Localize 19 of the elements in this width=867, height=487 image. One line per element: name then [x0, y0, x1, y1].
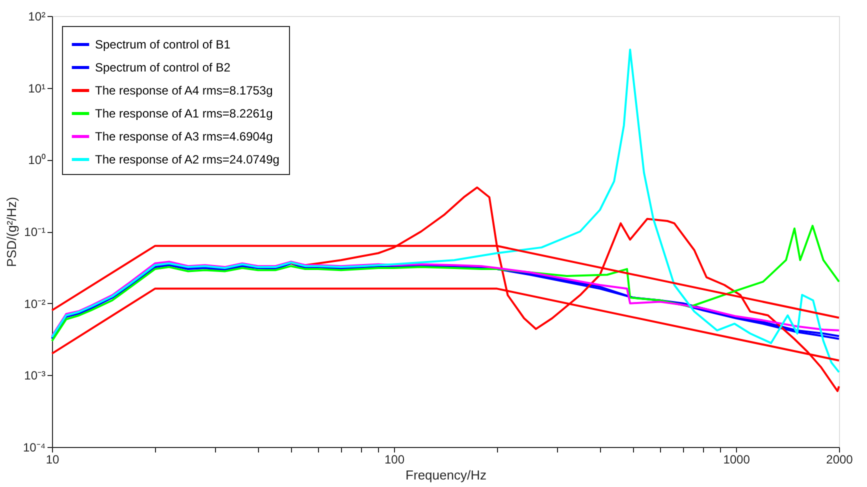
legend-label: The response of A4 rms=8.1753g	[95, 84, 273, 98]
x-axis-title: Frequency/Hz	[406, 468, 486, 482]
legend-label: Spectrum of control of B1	[95, 38, 231, 52]
y-tick-label: 10¹	[28, 81, 46, 96]
x-tick-label: 100	[384, 452, 405, 466]
y-tick-label: 10⁻⁴	[22, 440, 46, 454]
legend-label: The response of A1 rms=8.2261g	[95, 106, 273, 120]
y-tick-label: 10⁻¹	[24, 225, 46, 239]
y-tick-label: 10²	[28, 10, 46, 24]
y-tick-label: 10⁻²	[24, 296, 46, 311]
x-tick-label: 10	[46, 452, 60, 466]
y-tick-label: 10⁻³	[24, 368, 46, 383]
x-tick-label: 1000	[723, 452, 750, 466]
x-tick-label: 2000	[826, 452, 854, 466]
y-axis-title: PSD/(g²/Hz)	[4, 196, 19, 268]
y-tick-label: 10⁰	[28, 153, 46, 168]
legend-label: The response of A3 rms=4.6904g	[95, 130, 273, 144]
legend-label: Spectrum of control of B2	[95, 60, 231, 74]
legend-label: The response of A2 rms=24.0749g	[95, 152, 280, 166]
